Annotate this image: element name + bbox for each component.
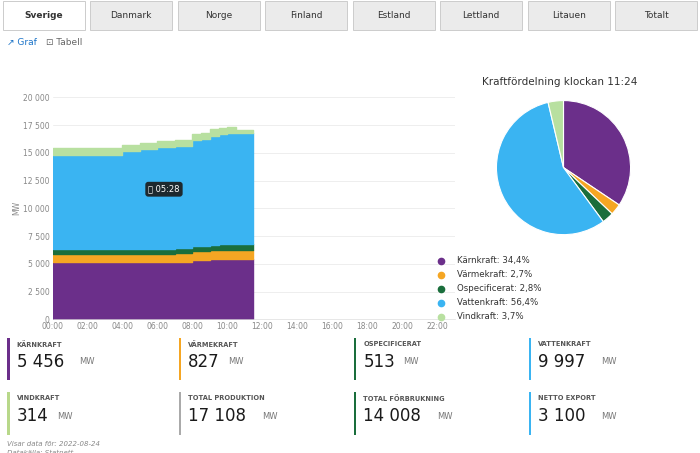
Text: MW: MW [262,412,278,421]
Text: NETTO EXPORT: NETTO EXPORT [538,395,596,401]
Bar [353,1,435,29]
Bar [7,392,10,435]
Wedge shape [548,101,564,168]
Text: KÄRNKRAFT: KÄRNKRAFT [17,341,62,348]
Bar [178,337,181,381]
Bar [178,1,260,29]
Text: MW: MW [57,412,73,421]
Bar [90,1,172,29]
Text: VÄRMEKRAFT: VÄRMEKRAFT [188,341,239,348]
Text: 9 997: 9 997 [538,353,586,371]
Text: MW: MW [601,357,617,366]
Bar [528,337,531,381]
Text: VATTENKRAFT: VATTENKRAFT [538,341,592,347]
Text: MW: MW [79,357,95,366]
Y-axis label: MW: MW [13,201,22,216]
Text: ⊡ Tabell: ⊡ Tabell [46,38,82,47]
Text: 17 108: 17 108 [188,407,246,425]
Text: Ospecificerat: 2,8%: Ospecificerat: 2,8% [457,284,542,293]
Bar [354,392,356,435]
Text: ↗ Graf: ↗ Graf [7,38,37,47]
Bar [265,1,347,29]
Text: VINDKRAFT: VINDKRAFT [17,395,60,401]
Text: Visar data för: 2022-08-24: Visar data för: 2022-08-24 [7,441,100,447]
Text: MW: MW [437,412,453,421]
Bar [440,1,522,29]
Text: Vindkraft: 3,7%: Vindkraft: 3,7% [457,313,524,321]
Bar [178,392,181,435]
Bar [528,1,610,29]
Text: Kärnkraft: 34,4%: Kärnkraft: 34,4% [457,256,530,265]
Text: Lettland: Lettland [463,11,500,20]
Wedge shape [564,101,631,205]
Text: 314: 314 [17,407,48,425]
Text: Litauen: Litauen [552,11,586,20]
Text: TOTAL PRODUKTION: TOTAL PRODUKTION [188,395,265,401]
Text: Kraftfördelning klockan 11:24: Kraftfördelning klockan 11:24 [482,77,638,87]
Bar [615,1,697,29]
Bar [7,337,10,381]
Text: MW: MW [403,357,419,366]
Bar [354,337,356,381]
Text: ⏱ 05:28: ⏱ 05:28 [148,185,180,194]
Text: Datakälla: Statnett: Datakälla: Statnett [7,450,74,453]
Bar [528,392,531,435]
Text: 827: 827 [188,353,220,371]
Text: Sverige: Sverige [25,11,63,20]
Wedge shape [564,168,612,222]
Text: MW: MW [228,357,244,366]
Text: 3 100: 3 100 [538,407,586,425]
Text: 5 456: 5 456 [17,353,64,371]
Wedge shape [496,102,603,235]
Text: Estland: Estland [377,11,410,20]
Text: TOTAL FÖRBRUKNING: TOTAL FÖRBRUKNING [363,395,445,402]
Text: 513: 513 [363,353,395,371]
Text: Finland: Finland [290,11,323,20]
Text: OSPECIFICERAT: OSPECIFICERAT [363,341,421,347]
Text: Norge: Norge [205,11,232,20]
Text: Danmark: Danmark [111,11,152,20]
Bar [3,1,85,29]
Text: Totalt: Totalt [644,11,668,20]
Text: Vattenkraft: 56,4%: Vattenkraft: 56,4% [457,299,538,307]
Text: MW: MW [601,412,617,421]
Text: 14 008: 14 008 [363,407,421,425]
Wedge shape [564,168,620,214]
Text: Värmekraft: 2,7%: Värmekraft: 2,7% [457,270,533,279]
